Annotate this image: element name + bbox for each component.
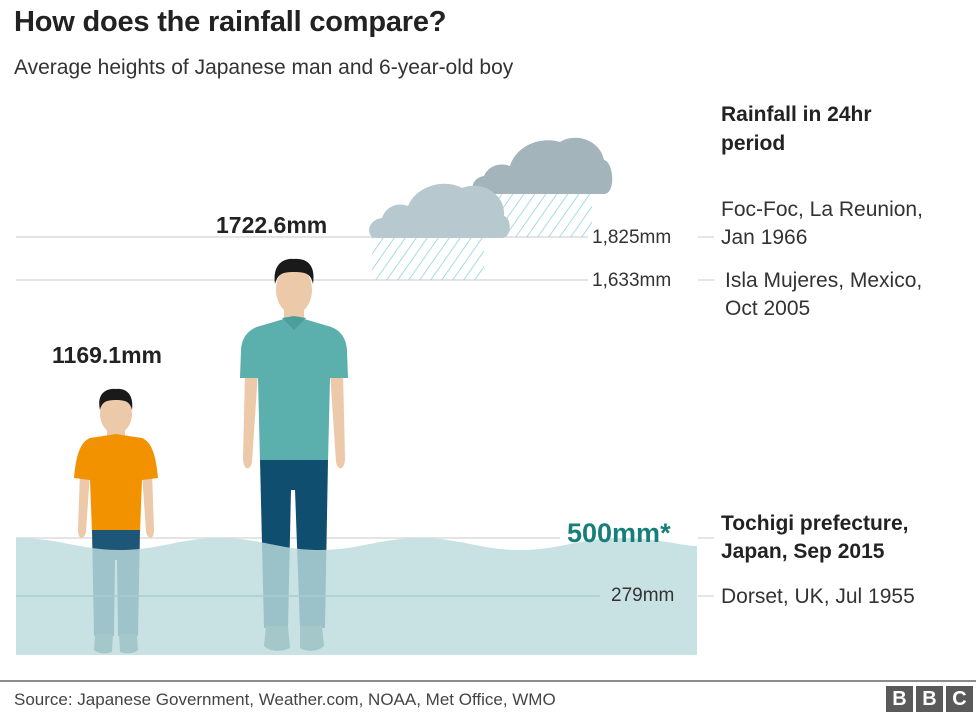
rainfall-location-dorset: Dorset, UK, Jul 1955: [721, 585, 915, 608]
bbc-logo-letter: B: [886, 686, 913, 712]
footer-divider: [0, 680, 976, 682]
rainfall-value-279: 279mm: [611, 585, 675, 606]
cloud-rain-icon-back: [472, 137, 613, 237]
man-height-label: 1722.6mm: [216, 212, 328, 238]
bbc-logo-letter: C: [946, 686, 973, 712]
bbc-logo: B B C: [886, 686, 973, 712]
rainfall-value-1633: 1,633mm: [592, 270, 672, 291]
page-subtitle: Average heights of Japanese man and 6-ye…: [14, 56, 514, 79]
cloud-rain-icon-front: [369, 183, 510, 280]
rainfall-location-tochigi: Tochigi prefecture, Japan, Sep 2015: [721, 512, 909, 563]
source-note: Source: Japanese Government, Weather.com…: [14, 690, 556, 709]
rainfall-value-1825: 1,825mm: [592, 227, 672, 248]
man-figure: [240, 258, 348, 651]
page-title: How does the rainfall compare?: [14, 6, 447, 38]
boy-height-label: 1169.1mm: [52, 342, 162, 368]
rainfall-location-isla-mujeres: Isla Mujeres, Mexico, Oct 2005: [725, 269, 923, 320]
rainfall-legend-header: Rainfall in 24hr period: [721, 103, 872, 155]
water-level-500mm: [16, 538, 697, 655]
bbc-logo-letter: B: [916, 686, 943, 712]
rainfall-location-foc-foc: Foc-Foc, La Reunion, Jan 1966: [721, 198, 923, 249]
rainfall-value-500-highlight: 500mm*: [567, 518, 671, 548]
